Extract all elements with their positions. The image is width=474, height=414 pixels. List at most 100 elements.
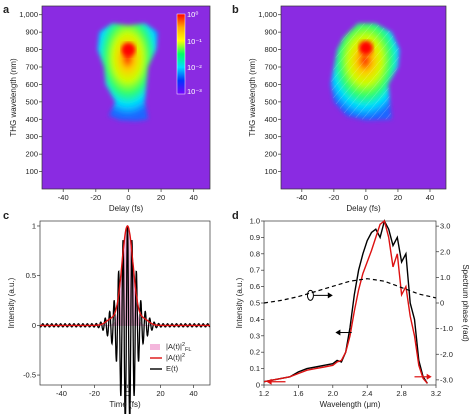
x-tick-label-a: 20 (157, 193, 165, 202)
x-tick-label-a: -40 (58, 193, 69, 202)
legend-entry: E(t) (166, 364, 179, 373)
x-axis-label-a: Delay (fs) (109, 204, 144, 213)
y-tick-label-c: -0.5 (23, 371, 36, 380)
y-right-tick-label-d: 1.0 (440, 273, 450, 282)
legend-swatch-fl (150, 344, 160, 350)
y-axis-label-b: THG wavelength (nm) (248, 58, 257, 137)
y-tick-label-d: 0.2 (250, 348, 260, 357)
y-tick-label-c: 1 (32, 221, 36, 230)
x-tick-label-b: 20 (394, 193, 402, 202)
y-tick-label-b: 800 (264, 45, 277, 54)
y-tick-label-d: 0.6 (250, 282, 260, 291)
phase-curve-marker (306, 289, 314, 301)
y-axis-label-c: Intensity (a.u.) (7, 277, 16, 328)
x-tick-label-c: 40 (189, 389, 197, 398)
thg-fringe-texture-b (330, 23, 400, 121)
y-tick-label-c: 0 (32, 321, 36, 330)
series-line-intensity (40, 225, 210, 327)
plot-frame-a (41, 5, 211, 190)
legend-entry-main: |A(t)| (166, 342, 182, 351)
line-panel-d: 1.2 1.6 2.0 2.4 2.8 3.2 0 0.1 0.2 0.3 0.4 0.5 0.6 0.7… (235, 217, 470, 410)
colorbar-label: 10⁻² (187, 63, 202, 72)
colorbar-label: 10⁻¹ (187, 37, 202, 46)
y-tick-label-b: 100 (264, 167, 277, 176)
legend-entry-main: E(t) (166, 364, 179, 373)
y-tick-label-d: 0 (256, 381, 260, 390)
y-tick-label-d: 1.0 (250, 217, 260, 226)
y-right-tick-label-d: -2.0 (440, 350, 453, 359)
x-tick-label-c: -40 (56, 389, 67, 398)
y-right-tick-label-d: 2.0 (440, 247, 450, 256)
x-tick-label-c: 20 (156, 389, 164, 398)
y-tick-label-a: 500 (25, 97, 38, 106)
y-tick-label-a: 300 (25, 132, 38, 141)
y-tick-label-d: 0.9 (250, 233, 260, 242)
y-tick-label-d: 0.3 (250, 331, 260, 340)
x-axis-label-b: Delay (fs) (346, 204, 381, 213)
y-axis-label-d: Intensity (a.u.) (235, 277, 244, 328)
heatmap-panel-a: -40 -20 0 20 40 100 200 300 400 500 600 700 800 900 1,… (9, 5, 211, 213)
x-tick-label-d: 2.4 (362, 389, 372, 398)
plot-frame-d (263, 220, 437, 386)
colorbar-label: 10⁰ (187, 10, 198, 19)
x-tick-label-c: 0 (125, 389, 129, 398)
line-panel-c: -40 -20 0 20 40 -0.5 0 0.5 1 Time (fs) Intensity (… (7, 220, 211, 414)
x-tick-label-b: 0 (364, 193, 368, 202)
x-tick-label-b: -20 (328, 193, 339, 202)
arrow-head-red-left (266, 378, 272, 385)
x-axis-label-d: Wavelength (μm) (320, 400, 381, 409)
y-tick-label-d: 0.8 (250, 249, 260, 258)
arrow-head-intensity (335, 329, 341, 336)
y-tick-label-a: 900 (25, 28, 38, 37)
x-tick-label-a: 40 (190, 193, 198, 202)
colorbar-label: 10⁻³ (187, 87, 202, 96)
y-tick-label-d: 0.7 (250, 266, 260, 275)
x-tick-label-d: 2.0 (328, 389, 338, 398)
series-line-measured-spectrum (263, 219, 428, 384)
y-tick-label-b: 900 (264, 28, 277, 37)
panel-label-d: d (232, 210, 239, 222)
thg-signal-region-a (97, 23, 158, 121)
legend-entry: |A(t)|2FL (166, 342, 191, 353)
y-right-axis-label-d: Spectrum phase (rad) (461, 264, 470, 342)
y-right-tick-label-d: -1.0 (440, 324, 453, 333)
legend-entry: |A(t)|2 (166, 353, 185, 362)
y-tick-label-a: 200 (25, 150, 38, 159)
y-right-tick-label-d: -3.0 (440, 375, 453, 384)
y-tick-label-c: 0.5 (26, 271, 36, 280)
x-tick-label-d: 3.2 (431, 389, 441, 398)
arrow-head-phase (327, 292, 333, 299)
legend-entry-sup: 2 (182, 342, 185, 348)
x-tick-label-d: 1.2 (259, 389, 269, 398)
y-tick-label-d: 0.1 (250, 364, 260, 373)
panel-label-a: a (3, 4, 10, 16)
y-tick-label-b: 400 (264, 115, 277, 124)
y-tick-label-a: 600 (25, 80, 38, 89)
x-tick-label-d: 2.8 (396, 389, 406, 398)
panel-label-b: b (232, 4, 239, 16)
x-tick-label-c: -20 (89, 389, 100, 398)
y-tick-label-d: 0.4 (250, 315, 260, 324)
x-tick-label-d: 1.6 (293, 389, 303, 398)
y-tick-label-b: 1,000 (258, 10, 277, 19)
y-tick-label-a: 100 (25, 167, 38, 176)
y-tick-label-a: 800 (25, 45, 38, 54)
y-right-tick-label-d: 0 (440, 299, 444, 308)
heatmap-panel-b: -40 -20 0 20 40 100 200 300 400 500 600 700 800 900 1,… (248, 5, 447, 213)
x-axis-label-c: Time (fs) (109, 400, 141, 409)
legend-entry-main: |A(t)| (166, 353, 182, 362)
thg-peak-b (358, 40, 373, 55)
y-tick-label-b: 700 (264, 63, 277, 72)
x-tick-label-a: 0 (126, 193, 130, 202)
y-axis-label-a: THG wavelength (nm) (9, 58, 18, 137)
y-right-tick-label-d: 3.0 (440, 222, 450, 231)
x-tick-label-b: -40 (296, 193, 307, 202)
y-tick-label-b: 200 (264, 150, 277, 159)
y-tick-label-b: 300 (264, 132, 277, 141)
x-tick-label-a: -20 (90, 193, 101, 202)
colorbar (176, 13, 186, 95)
y-tick-label-b: 500 (264, 97, 277, 106)
thg-peak-a (121, 42, 136, 57)
legend-entry-sup: 2 (182, 353, 185, 359)
